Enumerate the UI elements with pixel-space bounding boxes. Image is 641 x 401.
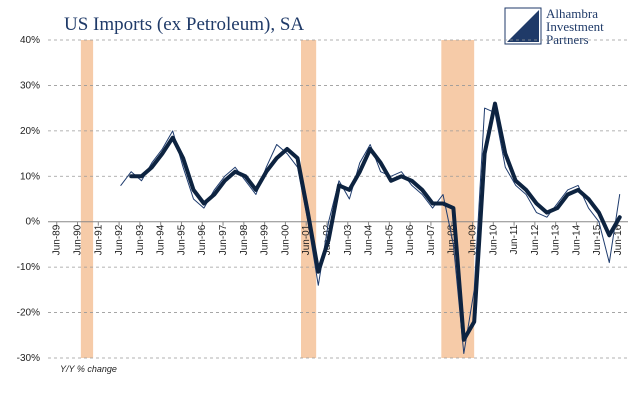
x-tick-label: Jun-04 <box>364 224 375 255</box>
logo-mark <box>507 10 539 42</box>
x-tick-label: Jun-01 <box>301 224 312 255</box>
y-tick-label: 40% <box>20 35 40 46</box>
logo: Alhambra Investment Partners <box>504 6 604 47</box>
shaded-period <box>80 40 94 358</box>
y-tick-label: 20% <box>20 126 40 137</box>
y-tick-label: 30% <box>20 80 40 91</box>
x-tick-label: Jun-93 <box>135 224 146 255</box>
y-tick-label: -10% <box>17 262 40 273</box>
x-tick-label: Jun-96 <box>197 224 208 255</box>
x-tick-label: Jun-14 <box>571 224 582 255</box>
logo-text: Investment <box>546 19 604 34</box>
y-tick-label: -20% <box>17 308 40 319</box>
x-tick-label: Jun-09 <box>468 224 479 255</box>
logo-text: Partners <box>546 32 589 47</box>
y-tick-label: 0% <box>26 217 41 228</box>
x-tick-label: Jun-16 <box>613 224 624 255</box>
axis-note: Y/Y % change <box>60 364 117 374</box>
data-line <box>120 107 621 354</box>
x-tick-label: Jun-90 <box>73 224 84 255</box>
x-tick-label: Jun-15 <box>592 224 603 255</box>
x-tick-label: Jun-13 <box>551 224 562 255</box>
x-tick-label: Jun-07 <box>426 224 437 255</box>
x-tick-label: Jun-98 <box>239 224 250 255</box>
x-tick-label: Jun-11 <box>509 224 520 254</box>
x-tick-label: Jun-03 <box>343 224 354 255</box>
x-tick-label: Jun-89 <box>52 224 63 255</box>
y-tick-label: -30% <box>17 353 40 364</box>
x-tick-label: Jun-99 <box>260 224 271 255</box>
x-tick-label: Jun-92 <box>114 224 125 255</box>
x-tick-label: Jun-10 <box>488 224 499 255</box>
shaded-period <box>300 40 317 358</box>
x-tick-label: Jun-05 <box>384 224 395 255</box>
data-line <box>129 101 622 342</box>
x-tick-label: Jun-06 <box>405 224 416 255</box>
x-tick-label: Jun-91 <box>93 224 104 255</box>
x-tick-label: Jun-97 <box>218 224 229 255</box>
x-tick-label: Jun-95 <box>176 224 187 255</box>
x-tick-label: Jun-12 <box>530 224 541 255</box>
x-tick-label: Jun-94 <box>156 224 167 255</box>
x-tick-label: Jun-00 <box>280 224 291 255</box>
chart-title: US Imports (ex Petroleum), SA <box>64 14 304 35</box>
logo-text: Alhambra <box>546 6 598 21</box>
y-tick-label: 10% <box>20 171 40 182</box>
shaded-period <box>441 40 475 358</box>
